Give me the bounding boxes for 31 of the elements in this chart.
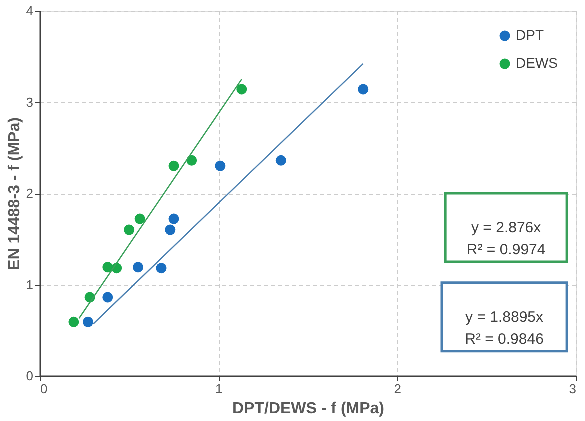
annotation: y = 1.8895x R² = 0.9846 — [465, 309, 544, 348]
x-tick-label: 0 — [40, 382, 48, 396]
annotation: y = 2.876x R² = 0.9974 — [466, 220, 546, 259]
y-tick-label: 3 — [26, 94, 34, 110]
point — [133, 262, 144, 273]
point — [215, 160, 226, 172]
y-tick-label: 4 — [26, 4, 34, 18]
x-axis-title: DPT/DEWS - f (MPa) — [232, 400, 384, 418]
point — [168, 160, 180, 172]
point — [276, 155, 286, 166]
y-tick-label: 0 — [26, 368, 34, 384]
point — [236, 84, 248, 95]
y-tick-label: 1 — [26, 277, 34, 292]
legend-label: DEWS — [516, 55, 558, 71]
point — [68, 316, 80, 328]
x-tick-label: 2 — [394, 382, 402, 396]
point — [165, 224, 176, 236]
point — [358, 84, 369, 95]
point — [134, 214, 146, 224]
point — [186, 155, 198, 166]
x-tick-label: 3 — [569, 382, 576, 396]
y-tick-label: 2 — [26, 186, 34, 201]
point — [168, 214, 180, 224]
legend-label: DPT — [516, 27, 544, 43]
point — [82, 316, 94, 328]
y-axis-title: EN 14488-3 - f (MPa) — [6, 118, 24, 270]
point — [124, 224, 135, 236]
point — [102, 292, 114, 303]
point — [102, 262, 114, 273]
x-tick-label: 1 — [216, 382, 223, 396]
point — [156, 263, 167, 274]
